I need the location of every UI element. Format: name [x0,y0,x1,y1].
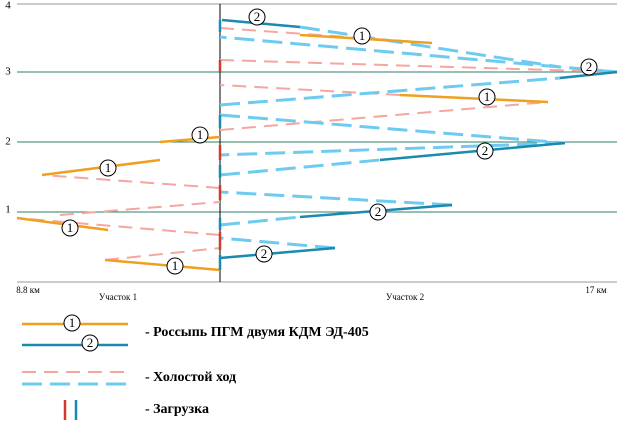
y-tick-label: 3 [5,66,11,78]
route-number: 2 [482,143,489,158]
y-tick-label: 4 [5,0,11,12]
route-badge [166,257,184,275]
route-badge [61,219,79,237]
route-badge [580,58,598,76]
route-number: 1 [69,315,76,330]
route-badge [99,159,117,177]
idle-runs [16,25,618,261]
axis-labels: 4 3 2 1 8.8 км 17 км Участок 1 Участок 2 [5,0,607,302]
route-badge [369,203,387,221]
section-label: Участок 2 [386,292,424,302]
route-badge [353,27,371,45]
y-tick-label: 2 [5,136,11,148]
route-number: 1 [359,28,366,43]
x-end: 17 км [585,285,607,295]
route-number: 1 [67,220,74,235]
route-badge [81,334,99,352]
route-number: 1 [105,160,112,175]
route-badge [63,314,81,332]
route-badge [255,245,273,263]
route-badge [248,8,266,26]
legend: - Россыпь ПГМ двумя КДМ ЭД-405 - Холосто… [22,322,369,420]
route-number: 2 [261,246,268,261]
legend-work: - Россыпь ПГМ двумя КДМ ЭД-405 [145,325,369,340]
route-number: 2 [254,9,261,24]
x-start: 8.8 км [16,285,40,295]
route-number: 1 [197,127,204,142]
route-number: 1 [172,258,179,273]
y-tick-label: 1 [5,204,11,216]
frame [17,3,617,283]
route-badge [476,142,494,160]
route-number: 1 [484,89,491,104]
legend-load: - Загрузка [145,402,209,417]
route-number: 2 [586,59,593,74]
section-label: Участок 1 [99,292,137,302]
route-badge [478,88,496,106]
route-number: 2 [87,335,94,350]
route-badge [191,126,209,144]
route-number: 2 [375,204,382,219]
legend-idle: - Холостой ход [145,370,236,385]
